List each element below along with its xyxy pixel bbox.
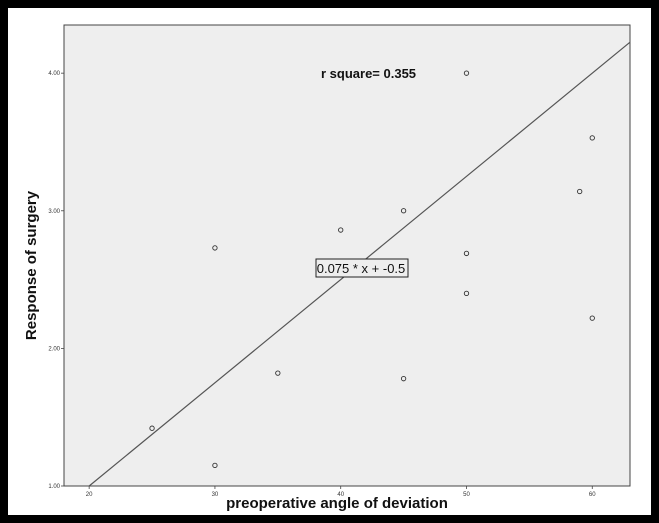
data-point [463,70,470,76]
x-tick-label: 50 [463,492,470,498]
data-point [463,290,470,296]
x-tick-label: 40 [337,492,344,498]
data-point [212,245,218,251]
x-tick-label: 20 [86,492,93,498]
data-point [577,188,583,195]
x-tick-label: 60 [589,492,596,498]
x-axis-title: preoperative angle of deviation [226,495,448,512]
y-axis-title: Response of surgery [23,190,40,340]
y-tick-label: 2.00 [48,346,60,352]
data-point [212,462,218,469]
plot-area [63,24,631,487]
data-point [338,227,344,233]
equation-box [315,258,409,278]
data-point [463,250,470,257]
y-tick-label: 1.00 [48,484,60,490]
data-point [589,135,595,141]
scatter-chart: 20 30 40 50 60 1.00 2.00 3.00 4.00 r square= 0.… [23,24,631,512]
data-point [275,370,281,376]
data-point [400,208,407,214]
data-point [589,315,595,321]
r-square-annotation: r square= 0.355 [321,66,416,81]
y-tick-label: 4.00 [48,71,60,77]
equation-annotation: 0.075 * x + -0.5 [317,261,406,276]
chart-frame: 20 30 40 50 60 1.00 2.00 3.00 4.00 r square= 0.… [8,8,651,515]
y-tick-label: 3.00 [48,209,60,215]
x-tick-label: 30 [212,492,219,498]
data-point [400,376,407,382]
data-point [149,425,155,431]
